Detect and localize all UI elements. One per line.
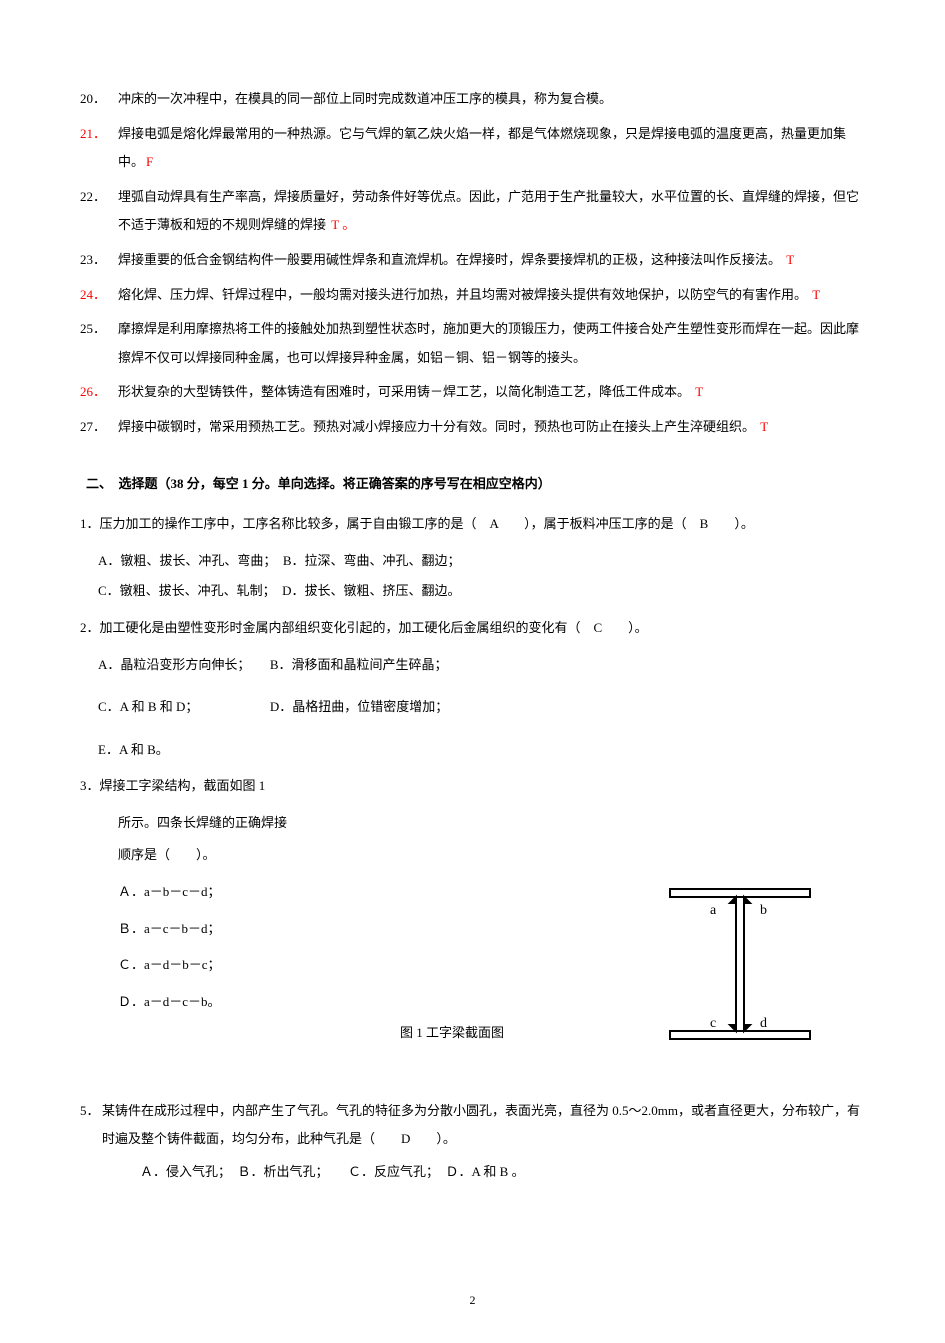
q-num: 20． bbox=[80, 85, 118, 114]
tf-item-20: 20． 冲床的一次冲程中，在模具的同一部位上同时完成数道冲压工序的模具，称为复合… bbox=[80, 85, 865, 114]
q-text: 摩擦焊是利用摩擦热将工件的接触处加热到塑性状态时，施加更大的顶锻压力，使两工件接… bbox=[118, 315, 865, 372]
q-num: 25． bbox=[80, 315, 118, 372]
option-line: Ａ．a－b－c－d； bbox=[118, 878, 378, 907]
section-header: 二、 选择题（38 分，每空 1 分。单向选择。将正确答案的序号写在相应空格内） bbox=[80, 470, 865, 499]
q-text: 某铸件在成形过程中，内部产生了气孔。气孔的特征多为分散小圆孔，表面光亮，直径为 … bbox=[102, 1097, 865, 1154]
q-text: 埋弧自动焊具有生产率高，焊接质量好，劳动条件好等优点。因此，广范用于生产批量较大… bbox=[118, 183, 865, 240]
option-line: E．A 和 B。 bbox=[98, 736, 865, 765]
q-num: 27． bbox=[80, 413, 118, 442]
mc-q5: 5． 某铸件在成形过程中，内部产生了气孔。气孔的特征多为分散小圆孔，表面光亮，直… bbox=[80, 1097, 865, 1187]
q3-block: 所示。四条长焊缝的正确焊接 顺序是（ ）。 Ａ．a－b－c－d； Ｂ．a－c－b… bbox=[80, 809, 865, 1069]
option-line: Ｃ．a－d－b－c； bbox=[118, 951, 378, 980]
tf-item-25: 25． 摩擦焊是利用摩擦热将工件的接触处加热到塑性状态时，施加更大的顶锻压力，使… bbox=[80, 315, 865, 372]
q5-text: 5． 某铸件在成形过程中，内部产生了气孔。气孔的特征多为分散小圆孔，表面光亮，直… bbox=[80, 1097, 865, 1154]
mc-q1-options: A．镦粗、拔长、冲孔、弯曲； B．拉深、弯曲、冲孔、翻边； C．镦粗、拔长、冲孔… bbox=[80, 547, 865, 606]
tf-item-27: 27． 焊接中碳钢时，常采用预热工艺。预热对减小焊接应力十分有效。同时，预热也可… bbox=[80, 413, 865, 442]
tf-item-23: 23． 焊接重要的低合金钢结构件一般要用碱性焊条和直流焊机。在焊接时，焊条要接焊… bbox=[80, 246, 865, 275]
q3-text-column: 所示。四条长焊缝的正确焊接 顺序是（ ）。 Ａ．a－b－c－d； Ｂ．a－c－b… bbox=[118, 809, 378, 1021]
option-line: Ｂ．a－c－b－d； bbox=[118, 915, 378, 944]
q5-options: Ａ．侵入气孔； Ｂ．析出气孔； Ｃ．反应气孔； Ｄ．A 和 B 。 bbox=[80, 1158, 865, 1187]
tf-list: 20． 冲床的一次冲程中，在模具的同一部位上同时完成数道冲压工序的模具，称为复合… bbox=[80, 85, 865, 442]
tf-item-21: 21． 焊接电弧是熔化焊最常用的一种热源。它与气焊的氧乙炔火焰一样，都是气体燃烧… bbox=[80, 120, 865, 177]
q-num: 5． bbox=[80, 1097, 102, 1154]
q-text: 焊接重要的低合金钢结构件一般要用碱性焊条和直流焊机。在焊接时，焊条要接焊机的正极… bbox=[118, 246, 865, 275]
option-line: C．镦粗、拔长、冲孔、轧制； D．拔长、镦粗、挤压、翻边。 bbox=[98, 577, 865, 606]
mc-q2-options: A．晶粒沿变形方向伸长； B．滑移面和晶粒间产生碎晶； C．A 和 B 和 D；… bbox=[80, 651, 865, 765]
q-num: 22． bbox=[80, 183, 118, 240]
q-text: 焊接中碳钢时，常采用预热工艺。预热对减小焊接应力十分有效。同时，预热也可防止在接… bbox=[118, 413, 865, 442]
option-line: A．镦粗、拔长、冲孔、弯曲； B．拉深、弯曲、冲孔、翻边； bbox=[98, 547, 865, 576]
option-line: C．A 和 B 和 D； D．晶格扭曲，位错密度增加； bbox=[98, 693, 865, 722]
label-b: b bbox=[760, 903, 767, 918]
q-num: 24． bbox=[80, 281, 118, 310]
q3-line: 所示。四条长焊缝的正确焊接 bbox=[118, 809, 378, 838]
label-d: d bbox=[760, 1016, 767, 1031]
q-num: 21． bbox=[80, 120, 118, 177]
q-text: 焊接电弧是熔化焊最常用的一种热源。它与气焊的氧乙炔火焰一样，都是气体燃烧现象，只… bbox=[118, 120, 865, 177]
q-text: 冲床的一次冲程中，在模具的同一部位上同时完成数道冲压工序的模具，称为复合模。 bbox=[118, 85, 865, 114]
q3-line: 顺序是（ ）。 bbox=[118, 841, 378, 870]
label-a: a bbox=[710, 903, 717, 918]
tf-item-24: 24． 熔化焊、压力焊、钎焊过程中，一般均需对接头进行加热，并且均需对被焊接头提… bbox=[80, 281, 865, 310]
page-number: 2 bbox=[0, 1287, 945, 1313]
q-num: 26． bbox=[80, 378, 118, 407]
figure-caption: 图 1 工字梁截面图 bbox=[400, 1019, 504, 1048]
option-line: A．晶粒沿变形方向伸长； B．滑移面和晶粒间产生碎晶； bbox=[98, 651, 865, 680]
mc-q1: 1．压力加工的操作工序中，工序名称比较多，属于自由锻工序的是（ A ），属于板料… bbox=[80, 510, 865, 539]
q-num: 23． bbox=[80, 246, 118, 275]
ibeam-diagram: a b c d bbox=[660, 879, 820, 1059]
q-text: 形状复杂的大型铸铁件，整体铸造有困难时，可采用铸－焊工艺，以简化制造工艺，降低工… bbox=[118, 378, 865, 407]
option-line: Ｄ．a－d－c－b。 bbox=[118, 988, 378, 1017]
mc-q3-title: 3．焊接工字梁结构，截面如图 1 bbox=[80, 772, 865, 801]
mc-q2: 2．加工硬化是由塑性变形时金属内部组织变化引起的，加工硬化后金属组织的变化有（ … bbox=[80, 614, 865, 643]
tf-item-22: 22． 埋弧自动焊具有生产率高，焊接质量好，劳动条件好等优点。因此，广范用于生产… bbox=[80, 183, 865, 240]
label-c: c bbox=[710, 1016, 716, 1031]
tf-item-26: 26． 形状复杂的大型铸铁件，整体铸造有困难时，可采用铸－焊工艺，以简化制造工艺… bbox=[80, 378, 865, 407]
q-text: 熔化焊、压力焊、钎焊过程中，一般均需对接头进行加热，并且均需对被焊接头提供有效地… bbox=[118, 281, 865, 310]
